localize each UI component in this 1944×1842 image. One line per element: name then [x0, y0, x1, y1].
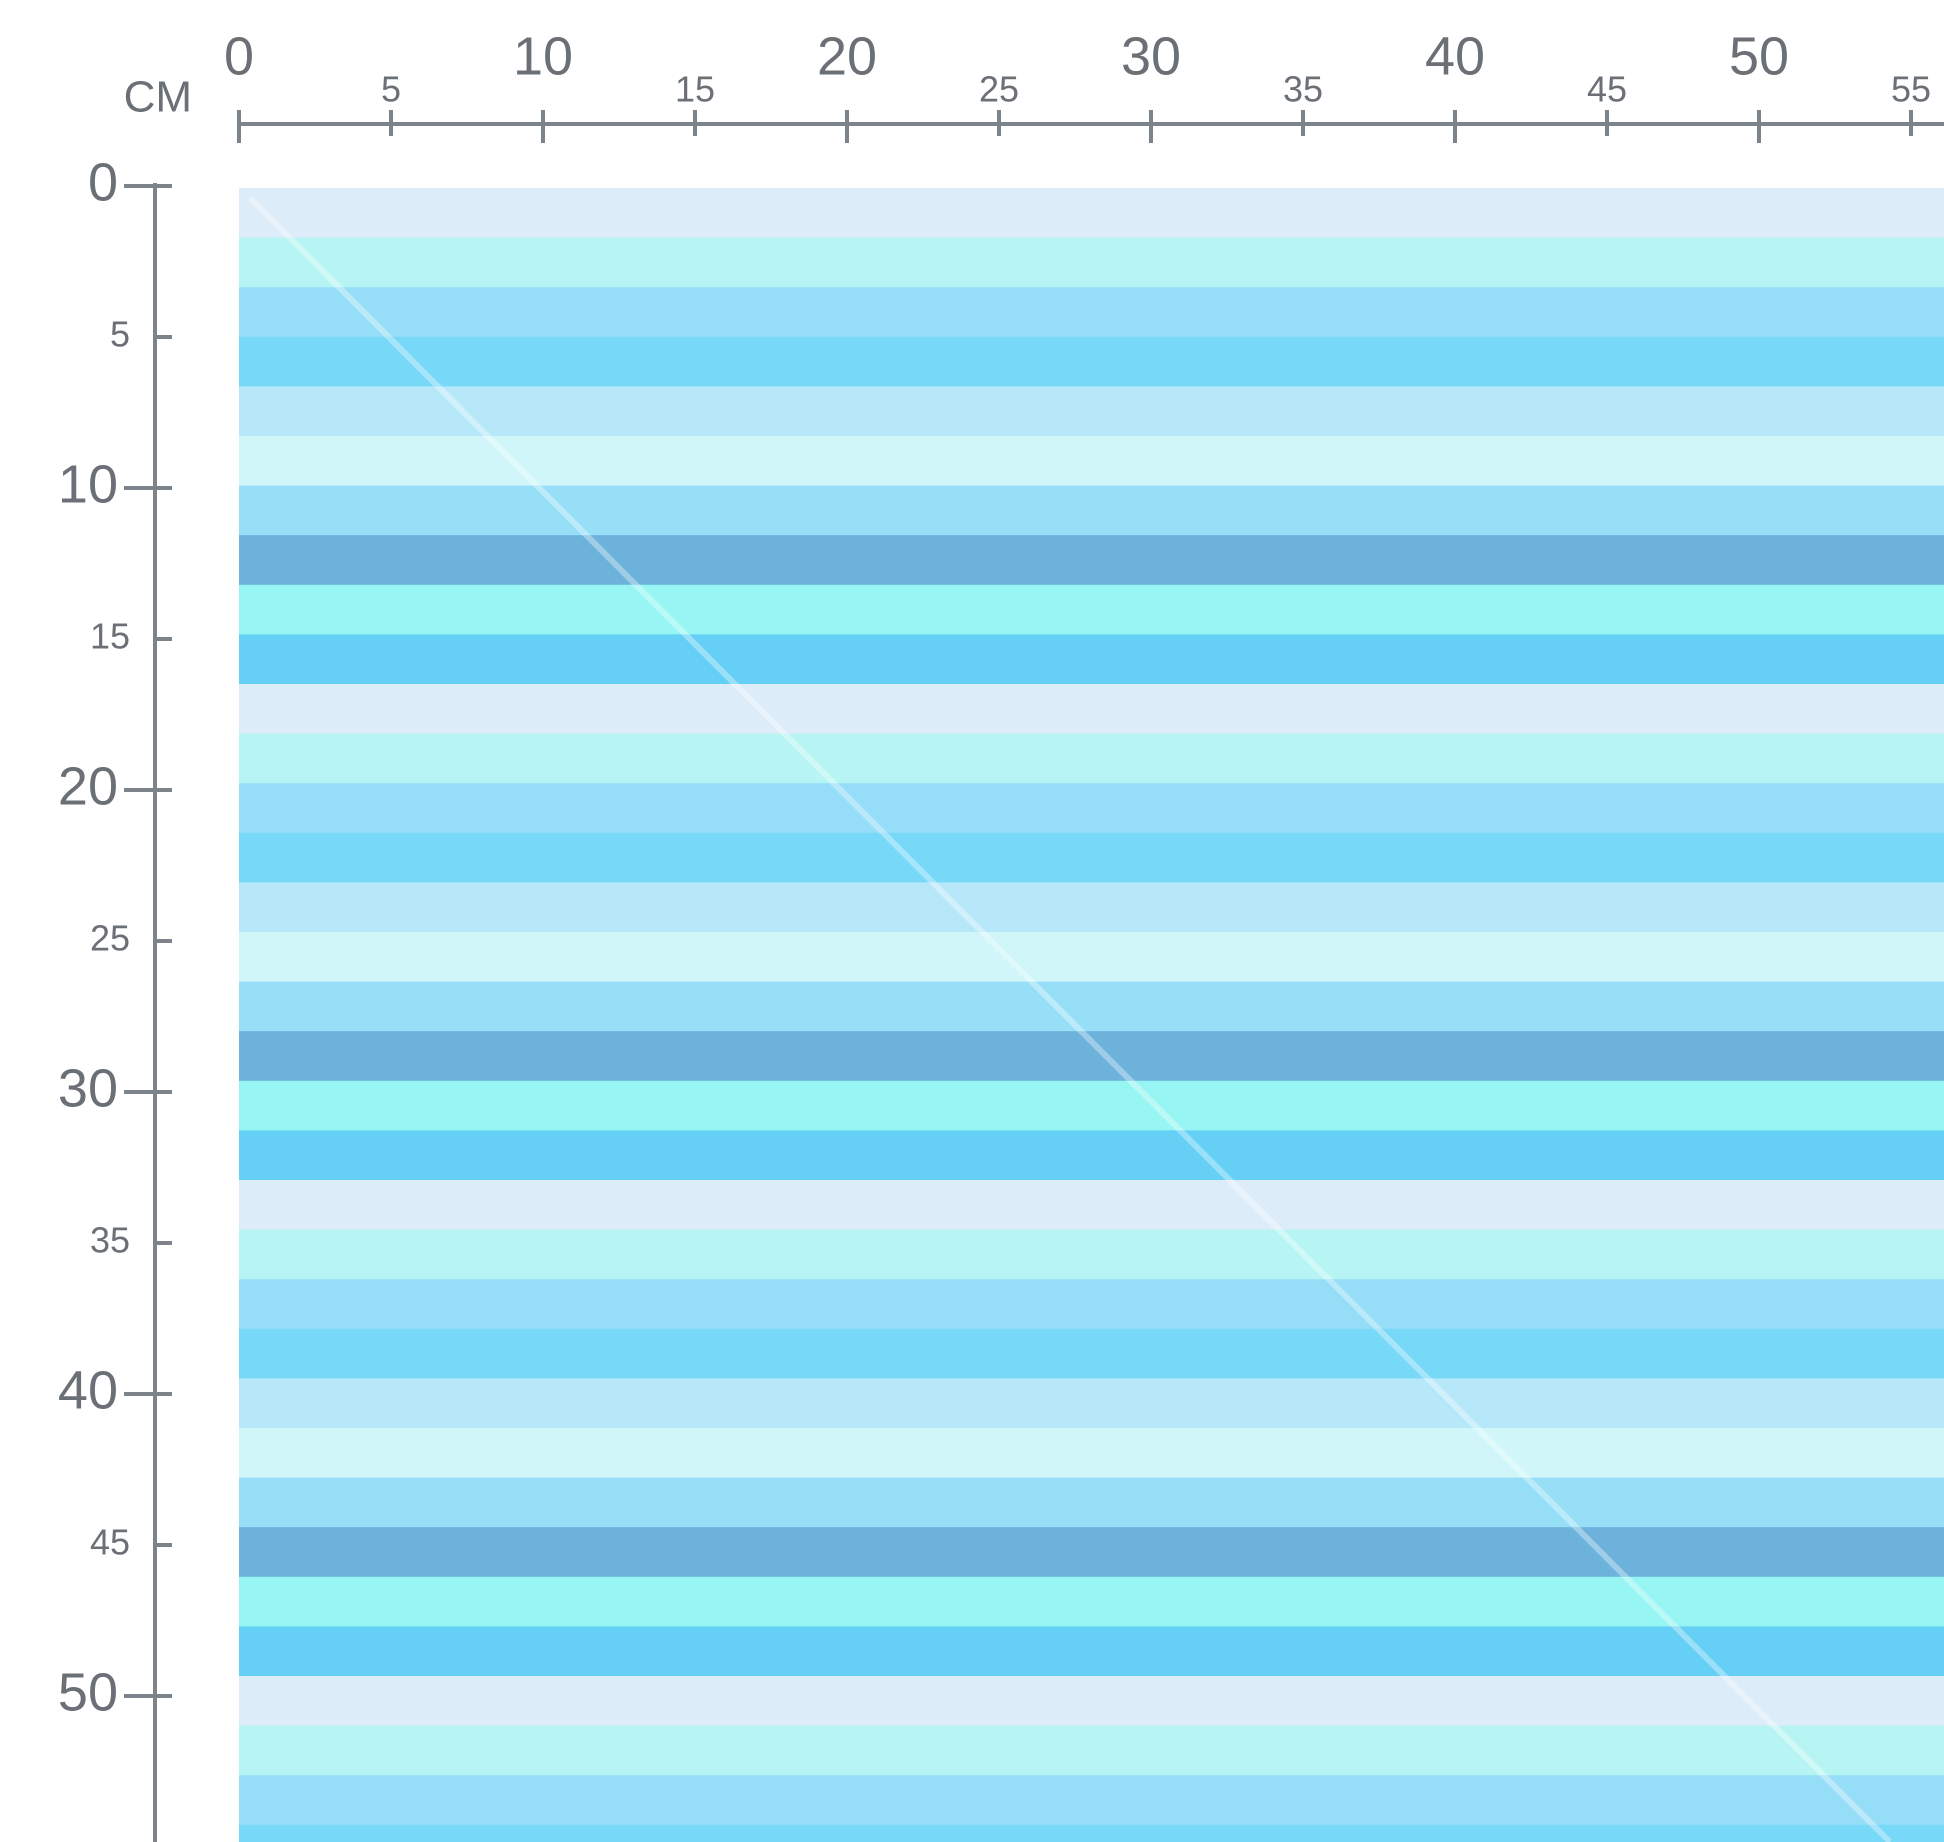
stripe — [239, 1626, 1944, 1677]
stripe — [239, 287, 1944, 338]
left-tick-label: 35 — [90, 1220, 130, 1261]
stripe — [239, 1428, 1944, 1479]
stripe — [239, 1676, 1944, 1727]
stripe — [239, 932, 1944, 983]
top-tick-label: 55 — [1891, 69, 1931, 110]
stripe — [239, 584, 1944, 635]
stripe — [239, 882, 1944, 933]
stripe — [239, 1229, 1944, 1280]
stripe — [239, 237, 1944, 288]
left-tick-label: 40 — [58, 1360, 118, 1420]
stripe — [239, 634, 1944, 685]
left-tick-label: 15 — [90, 616, 130, 657]
stripe — [239, 1130, 1944, 1181]
stripe — [239, 336, 1944, 387]
stripe — [239, 1824, 1944, 1842]
stripe — [239, 733, 1944, 784]
unit-label: CM — [124, 73, 192, 122]
stripe — [239, 485, 1944, 536]
stripe — [239, 1576, 1944, 1627]
stripe — [239, 1031, 1944, 1082]
top-tick-label: 10 — [513, 26, 573, 86]
top-tick-label: 20 — [817, 26, 877, 86]
stripe — [239, 1477, 1944, 1528]
stripe — [239, 684, 1944, 735]
left-tick-label: 25 — [90, 918, 130, 959]
left-tick-label: 20 — [58, 756, 118, 816]
rulers: 0 5 10 15 20 25 30 35 40 45 50 55 0 5 10 15 20 25 30 35 40 45… — [58, 26, 1931, 1722]
left-tick-label: 50 — [58, 1662, 118, 1722]
top-tick-label: 40 — [1425, 26, 1485, 86]
stripe — [239, 1328, 1944, 1379]
stripe — [239, 832, 1944, 883]
top-tick-label: 45 — [1587, 69, 1627, 110]
top-tick-label: 5 — [381, 69, 401, 110]
stripe — [239, 981, 1944, 1032]
top-tick-label: 0 — [224, 26, 254, 86]
stripe — [239, 1725, 1944, 1776]
left-tick-label: 30 — [58, 1058, 118, 1118]
stripe — [239, 436, 1944, 487]
left-tick-label: 45 — [90, 1522, 130, 1563]
stripe — [239, 535, 1944, 586]
top-tick-label: 15 — [675, 69, 715, 110]
stripe — [239, 1080, 1944, 1131]
stripe — [239, 1775, 1944, 1826]
stripe — [239, 188, 1944, 239]
top-tick-label: 35 — [1283, 69, 1323, 110]
stripe — [239, 1180, 1944, 1231]
stripe — [239, 1527, 1944, 1578]
left-tick-label: 10 — [58, 454, 118, 514]
stripe — [239, 1279, 1944, 1330]
fabric — [239, 188, 1944, 1842]
left-tick-label: 5 — [110, 314, 130, 355]
left-tick-label: 0 — [88, 152, 118, 212]
stripe — [239, 783, 1944, 834]
stripe — [239, 386, 1944, 437]
top-tick-label: 25 — [979, 69, 1019, 110]
fold-highlight — [247, 195, 1893, 1842]
stripe — [239, 1378, 1944, 1429]
top-tick-label: 50 — [1729, 26, 1789, 86]
top-tick-label: 30 — [1121, 26, 1181, 86]
